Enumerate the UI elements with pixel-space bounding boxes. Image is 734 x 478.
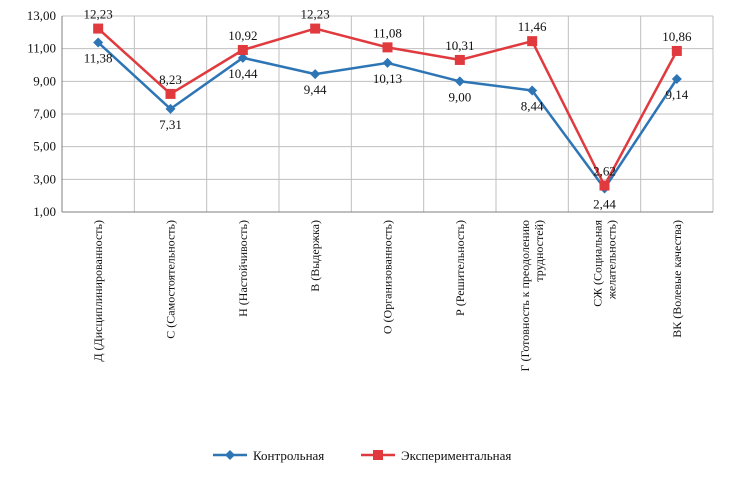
y-tick-label: 7,00 — [33, 106, 56, 121]
y-tick-label: 9,00 — [33, 73, 56, 88]
y-tick-label: 1,00 — [33, 204, 56, 219]
data-point — [165, 88, 176, 99]
data-point — [93, 23, 104, 34]
series-group — [93, 23, 682, 194]
data-label: 9,44 — [304, 82, 327, 97]
y-tick-label: 13,00 — [27, 8, 56, 23]
legend: Контрольная Экспериментальная — [213, 448, 511, 463]
data-point — [454, 76, 465, 87]
data-label: 8,44 — [521, 98, 544, 113]
data-label: 10,92 — [228, 28, 257, 43]
data-point — [527, 36, 538, 47]
legend-marker — [373, 450, 383, 460]
y-axis-ticks: 1,00 3,00 5,00 7,00 9,00 11,00 13,00 — [27, 8, 56, 219]
data-label: 9,00 — [448, 89, 471, 104]
data-point — [310, 69, 321, 80]
data-label: 8,23 — [159, 72, 182, 87]
x-tick-label: Д (Дисциплинированность) — [91, 220, 105, 362]
x-tick-label: Н (Настойчивость) — [236, 220, 250, 317]
data-label: 10,44 — [228, 66, 258, 81]
data-label: 10,31 — [445, 38, 474, 53]
y-tick-label: 3,00 — [33, 171, 56, 186]
data-point — [671, 45, 682, 56]
data-point — [599, 180, 610, 191]
x-tick-label: Г (Готовность к преодолению — [518, 220, 532, 372]
x-tick-label: С (Самостоятельность) — [164, 220, 178, 339]
data-labels: 12,23 11,38 8,23 7,31 10,92 10,44 12,23 9,44 11,… — [84, 7, 692, 212]
x-tick-label: ВК (Волевые качества) — [670, 220, 684, 338]
x-axis-ticks: Д (Дисциплинированность) С (Самостоятельн… — [91, 220, 684, 372]
data-label: 11,38 — [84, 50, 113, 65]
data-label: 7,31 — [159, 117, 182, 132]
x-tick-label: Р (Решительность) — [453, 220, 467, 316]
data-label: 11,46 — [518, 19, 547, 34]
data-point — [527, 85, 538, 96]
data-point — [454, 54, 465, 65]
data-point — [165, 103, 176, 114]
data-label: 2,44 — [593, 196, 616, 211]
data-label: 12,23 — [84, 7, 113, 22]
data-point — [237, 44, 248, 55]
data-point — [382, 57, 393, 68]
legend-entry-control: Контрольная — [253, 448, 324, 463]
data-label: 12,23 — [301, 7, 330, 22]
data-label: 10,86 — [662, 29, 692, 44]
y-tick-label: 5,00 — [33, 139, 56, 154]
x-tick-label: СЖ (Социальная — [591, 220, 605, 307]
data-label: 10,13 — [373, 71, 402, 86]
axes — [61, 16, 713, 213]
legend-marker — [225, 450, 235, 460]
data-point — [237, 52, 248, 63]
data-point — [93, 37, 104, 48]
x-tick-label: желательность) — [605, 220, 619, 300]
data-point — [671, 74, 682, 85]
x-tick-label: трудностей) — [532, 220, 546, 282]
data-point — [382, 42, 393, 53]
y-tick-label: 11,00 — [27, 41, 56, 56]
data-label: 2,62 — [593, 164, 616, 179]
data-label: 9,14 — [665, 87, 688, 102]
x-tick-label: О (Организованность) — [381, 220, 395, 334]
data-point — [310, 23, 321, 34]
x-tick-label: В (Выдержка) — [308, 220, 322, 292]
data-label: 11,08 — [373, 25, 402, 40]
legend-entry-experimental: Экспериментальная — [401, 448, 511, 463]
